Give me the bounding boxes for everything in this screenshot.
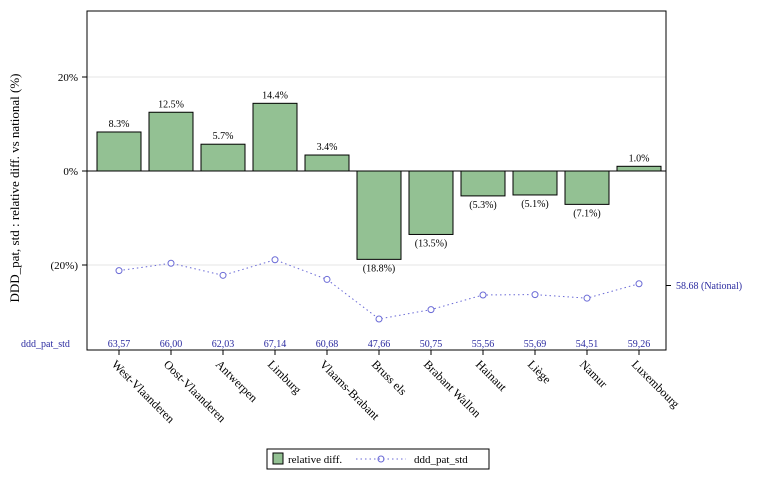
bar [617,166,661,171]
value-row-label-cell: 50,75 [420,339,443,350]
bar [409,171,453,234]
y-tick-label: 20% [58,72,78,84]
line-marker [480,292,486,298]
x-tick-label: Limburg [265,357,304,396]
x-tick-label: Luxembourg [629,357,683,411]
line-marker [428,307,434,313]
bar-value-label: 5.7% [213,131,234,142]
line-marker [532,292,538,298]
legend-label-line: ddd_pat_std [414,454,468,466]
x-tick-label: Bruss els [369,357,410,398]
line-marker [168,260,174,266]
bar [461,171,505,196]
value-row-label-cell: 66,00 [160,339,183,350]
value-row-label-cell: 67,14 [264,339,287,350]
bar-value-label: (18.8%) [363,263,396,274]
bar [201,144,245,171]
bar-value-label: (5.3%) [469,200,497,211]
x-tick-label: Antwerpen [213,357,261,405]
line-marker [324,276,330,282]
line-marker [584,295,590,301]
bar-value-label: 1.0% [629,153,650,164]
value-row-label-cell: 62,03 [212,339,235,350]
legend: relative diff. ddd_pat_std [267,449,489,469]
y-tick-label: (20%) [51,260,79,272]
x-tick-label: Liège [525,357,554,386]
bar [565,171,609,204]
chart: 8.3% 12.5% 5.7% 14.4% 3.4% (18.8%) (13.5%) (5.3… [0,0,768,480]
value-row-label-cell: 60,68 [316,339,339,350]
bar-value-label: 12.5% [158,99,184,110]
bar-value-label: (7.1%) [573,208,601,219]
bar-value-label: 3.4% [317,142,338,153]
y-axis: 20% 0% (20%) [51,72,88,272]
bar [97,132,141,171]
x-tick-label: Hainaut [473,357,510,394]
value-row-label-cell: 63,57 [108,339,131,350]
legend-bar-swatch [273,453,283,464]
bar-value-label: 14.4% [262,90,288,101]
bar [305,155,349,171]
value-row-label-cell: 54,51 [576,339,599,350]
value-row-label-cell: 55,56 [472,339,495,350]
value-row-label-cell: 55,69 [524,339,547,350]
value-row-label-cell: 59,26 [628,339,651,350]
bar [253,103,297,171]
line-marker [272,257,278,263]
bar-value-label: 8.3% [109,119,130,130]
y-tick-label: 0% [63,166,78,178]
bar-value-label: (5.1%) [521,199,549,210]
bar [513,171,557,195]
line-marker [376,316,382,322]
legend-label-bars: relative diff. [288,454,342,466]
x-tick-label: Namur [577,357,610,390]
bar [357,171,401,259]
line-marker [636,281,642,287]
bar [149,112,193,171]
national-label: 58.68 (National) [676,281,742,292]
line-marker [220,272,226,278]
value-row-label: ddd_pat_std [21,339,70,350]
bars-layer [97,103,661,259]
bar-value-label: (13.5%) [415,238,448,249]
y-axis-title: DDD_pat, std : relative diff. vs nationa… [7,73,22,302]
value-row-label-cell: 47,66 [368,339,391,350]
line-marker [116,268,122,274]
